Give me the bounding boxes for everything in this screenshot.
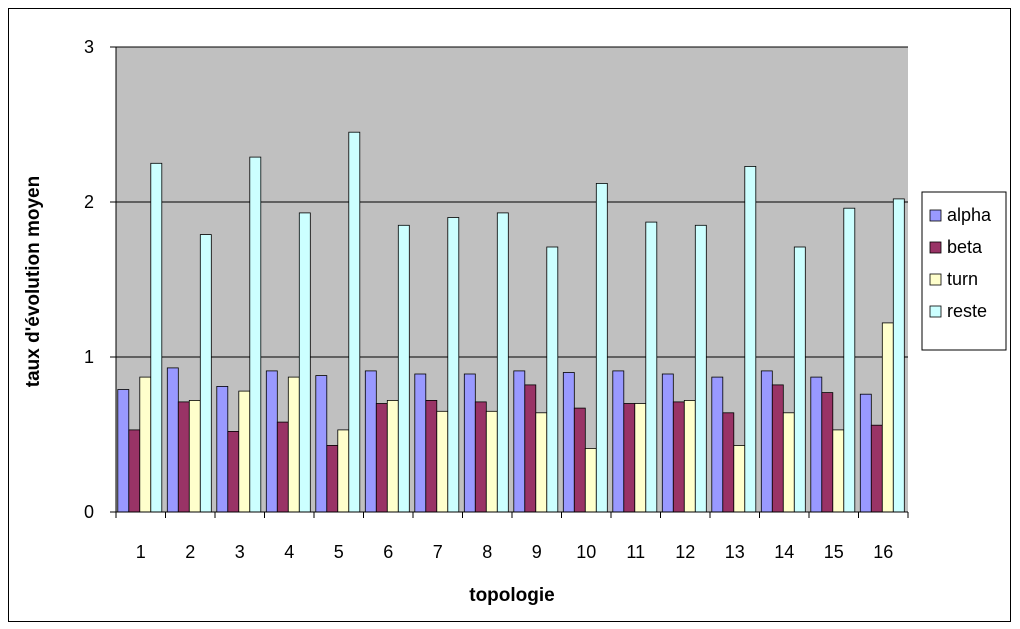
bar-alpha-9 [513, 370, 526, 513]
legend-swatch-reste [929, 305, 942, 318]
x-tick-label-11: 11 [626, 542, 645, 562]
bar-reste-10 [595, 182, 608, 513]
x-tick-label-8: 8 [482, 542, 492, 562]
x-tick-label-16: 16 [873, 542, 893, 562]
bar-turn-12 [683, 399, 696, 513]
bar-turn-8 [485, 410, 498, 513]
bar-beta-1 [128, 429, 141, 513]
bar-alpha-13 [711, 376, 724, 513]
bar-turn-14 [782, 412, 795, 513]
x-tick-label-7: 7 [433, 542, 443, 562]
x-tick-label-1: 1 [136, 542, 146, 562]
legend-swatch-beta [929, 241, 942, 254]
x-tick-label-5: 5 [334, 542, 344, 562]
legend-swatch-alpha [929, 209, 942, 222]
x-axis-title: topologie [469, 585, 554, 606]
bar-beta-16 [870, 424, 883, 513]
bar-beta-14 [771, 384, 784, 513]
bar-turn-15 [832, 429, 845, 513]
bar-beta-3 [227, 430, 240, 513]
x-tick-label-2: 2 [185, 542, 195, 562]
bar-beta-11 [623, 403, 636, 513]
bar-beta-15 [821, 392, 834, 513]
bar-reste-2 [199, 234, 212, 513]
y-tick-label-1: 1 [84, 347, 94, 367]
y-axis-title: taux d'évolution moyen [23, 176, 44, 387]
bar-beta-8 [474, 401, 487, 513]
legend-label-alpha: alpha [947, 205, 992, 225]
bar-alpha-10 [562, 372, 575, 513]
x-tick-label-9: 9 [532, 542, 542, 562]
bar-reste-16 [892, 198, 905, 513]
x-tick-label-14: 14 [774, 542, 794, 562]
x-tick-label-3: 3 [235, 542, 245, 562]
bar-reste-8 [496, 212, 509, 513]
bar-turn-13 [733, 444, 746, 513]
x-tick-label-4: 4 [284, 542, 294, 562]
bar-reste-9 [546, 246, 559, 513]
bar-turn-7 [436, 410, 449, 513]
bar-alpha-6 [364, 370, 377, 513]
y-tick-label-0: 0 [84, 502, 94, 522]
bar-beta-13 [722, 412, 735, 513]
bar-alpha-11 [612, 370, 625, 513]
bar-turn-10 [584, 447, 597, 513]
bar-reste-1 [150, 162, 163, 513]
bar-alpha-14 [760, 370, 773, 513]
bar-turn-11 [634, 403, 647, 513]
y-tick-label-2: 2 [84, 192, 94, 212]
legend-label-reste: reste [947, 301, 987, 321]
x-tick-label-10: 10 [576, 542, 596, 562]
bar-turn-6 [386, 399, 399, 513]
bar-beta-9 [524, 384, 537, 513]
legend-label-turn: turn [947, 269, 978, 289]
x-tick-label-13: 13 [725, 542, 745, 562]
bar-reste-6 [397, 224, 410, 513]
bar-reste-14 [793, 246, 806, 513]
bar-turn-2 [188, 399, 201, 513]
legend-label-beta: beta [947, 237, 983, 257]
bar-alpha-8 [463, 373, 476, 513]
bar-turn-3 [238, 390, 251, 513]
bar-beta-6 [375, 403, 388, 513]
bar-beta-10 [573, 407, 586, 513]
bar-alpha-16 [859, 393, 872, 513]
bar-reste-11 [645, 221, 658, 513]
bar-reste-12 [694, 224, 707, 513]
bar-reste-4 [298, 212, 311, 513]
bar-alpha-1 [117, 389, 130, 513]
bar-beta-2 [177, 401, 190, 513]
y-tick-label-3: 3 [84, 37, 94, 57]
x-tick-label-15: 15 [824, 542, 844, 562]
bar-beta-4 [276, 421, 289, 513]
bar-turn-16 [881, 322, 894, 513]
x-tick-label-12: 12 [675, 542, 695, 562]
bar-alpha-5 [315, 375, 328, 513]
bar-alpha-4 [265, 370, 278, 513]
bar-reste-13 [744, 165, 757, 513]
bar-reste-15 [843, 207, 856, 513]
legend-swatch-turn [929, 273, 942, 286]
bar-turn-5 [337, 429, 350, 513]
bar-alpha-3 [216, 385, 229, 513]
bar-alpha-15 [810, 376, 823, 513]
bar-alpha-7 [414, 373, 427, 513]
bar-beta-5 [326, 444, 339, 513]
bar-beta-12 [672, 401, 685, 513]
bar-alpha-12 [661, 373, 674, 513]
bar-turn-9 [535, 412, 548, 513]
bar-reste-5 [348, 131, 361, 513]
bar-turn-1 [139, 376, 152, 513]
bar-alpha-2 [166, 367, 179, 513]
bar-reste-7 [447, 217, 460, 513]
bar-beta-7 [425, 399, 438, 513]
bar-turn-4 [287, 376, 300, 513]
x-tick-label-6: 6 [383, 542, 393, 562]
bar-reste-3 [249, 156, 262, 513]
